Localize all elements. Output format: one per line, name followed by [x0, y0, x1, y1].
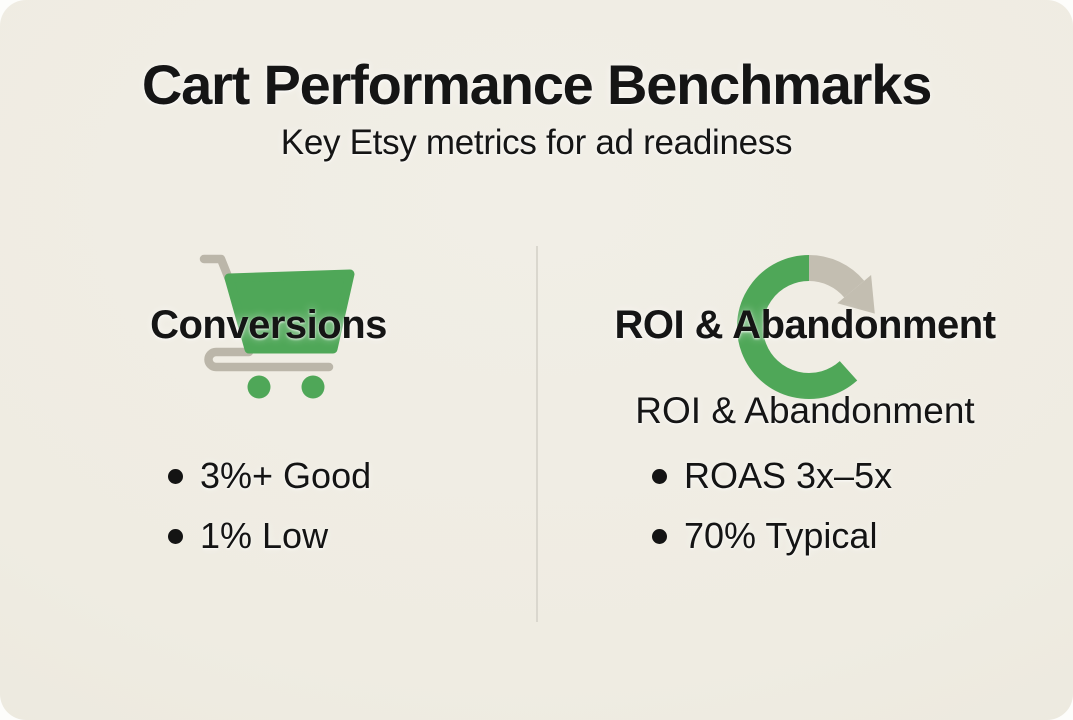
column-divider	[536, 246, 538, 622]
bullet-dot	[652, 468, 667, 484]
refresh-cycle-icon	[737, 255, 875, 399]
page-title: Cart Performance Benchmarks	[141, 53, 932, 116]
roi-abandonment-sublabel: ROI & Abandonment	[635, 390, 975, 431]
roi-abandonment-heading: ROI & Abandonment	[614, 303, 996, 347]
bullet-dot	[168, 528, 183, 544]
bullet-dot	[652, 528, 667, 544]
list-item: 70% Typical	[652, 506, 892, 566]
abandonment-typical-benchmark: 70% Typical	[684, 515, 878, 556]
page-subtitle: Key Etsy metrics for ad readiness	[280, 123, 793, 162]
bullet-dot	[168, 468, 183, 484]
conversion-good-benchmark: 3%+ Good	[200, 455, 372, 496]
shopping-cart-icon	[199, 254, 355, 399]
list-item: ROAS 3x–5x	[652, 446, 892, 506]
conversion-low-benchmark: 1% Low	[200, 515, 329, 556]
roas-benchmark: ROAS 3x–5x	[684, 455, 893, 496]
conversions-heading: Conversions	[150, 303, 387, 347]
list-item: 3%+ Good	[168, 446, 371, 506]
conversions-bullet-list: 3%+ Good 1% Low	[168, 446, 371, 566]
roi-bullet-list: ROAS 3x–5x 70% Typical	[652, 446, 892, 566]
list-item: 1% Low	[168, 506, 371, 566]
